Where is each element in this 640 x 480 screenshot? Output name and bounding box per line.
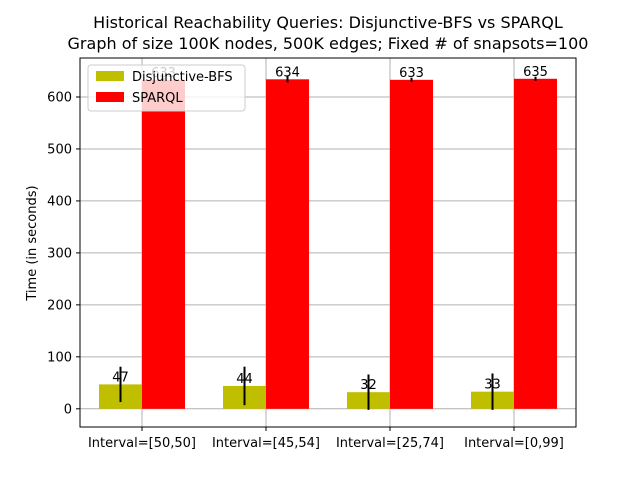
chart-subtitle: Graph of size 100K nodes, 500K edges; Fi… — [68, 34, 589, 53]
legend-label: Disjunctive-BFS — [132, 70, 233, 85]
x-tick-label: Interval=[50,50] — [88, 436, 196, 451]
legend-swatch — [96, 71, 124, 81]
bar-value-label: 47 — [112, 370, 129, 385]
x-tick-label: Interval=[45,54] — [212, 436, 320, 451]
y-tick-label: 0 — [64, 402, 72, 417]
plot-frame — [79, 57, 577, 428]
x-tick-label: Interval=[25,74] — [336, 436, 444, 451]
y-tick-label: 500 — [47, 142, 72, 157]
bar-sparql — [266, 79, 309, 409]
y-tick-label: 100 — [47, 350, 72, 365]
legend-swatch — [96, 92, 124, 102]
chart-title: Historical Reachability Queries: Disjunc… — [93, 13, 563, 32]
bar-value-label: 33 — [484, 378, 501, 393]
bars — [99, 78, 557, 409]
y-axis: 0 100 200 300 400 500 600 — [47, 90, 80, 417]
bar-sparql — [390, 79, 433, 409]
bar-value-label: 32 — [360, 378, 377, 393]
bar-value-label: 635 — [523, 65, 548, 80]
y-tick-label: 200 — [47, 298, 72, 313]
y-axis-label: Time (in seconds) — [25, 185, 40, 301]
legend: Disjunctive-BFS SPARQL — [87, 64, 246, 112]
x-tick-label: Interval=[0,99] — [464, 436, 564, 451]
x-axis: Interval=[50,50] Interval=[45,54] Interval… — [88, 427, 564, 451]
legend-label: SPARQL — [132, 91, 183, 106]
bar-value-label: 633 — [399, 66, 424, 81]
legend-box — [87, 64, 246, 112]
bar-value-label: 44 — [236, 372, 253, 387]
bar-sparql — [514, 78, 557, 409]
y-tick-label: 400 — [47, 194, 72, 209]
bar-sparql — [142, 79, 185, 409]
bar-value-label: 634 — [275, 65, 300, 80]
y-tick-label: 300 — [47, 246, 72, 261]
y-tick-label: 600 — [47, 90, 72, 105]
